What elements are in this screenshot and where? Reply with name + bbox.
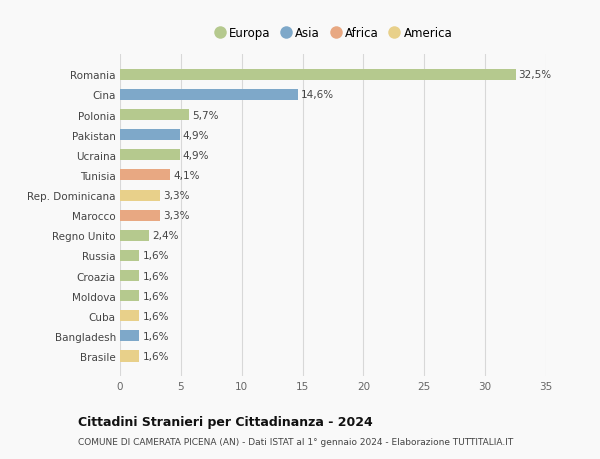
Bar [120, 70, 515, 81]
Bar [120, 311, 139, 322]
Bar [120, 170, 170, 181]
Text: 1,6%: 1,6% [143, 271, 169, 281]
Text: 1,6%: 1,6% [143, 311, 169, 321]
Text: 14,6%: 14,6% [301, 90, 334, 100]
Text: 2,4%: 2,4% [152, 231, 179, 241]
Bar [120, 330, 139, 341]
Bar [120, 230, 149, 241]
Text: 4,9%: 4,9% [182, 151, 209, 161]
Text: 4,9%: 4,9% [182, 130, 209, 140]
Text: 5,7%: 5,7% [193, 110, 219, 120]
Bar [120, 130, 179, 141]
Text: 1,6%: 1,6% [143, 331, 169, 341]
Bar [120, 210, 160, 221]
Bar [120, 270, 139, 281]
Text: 4,1%: 4,1% [173, 171, 199, 180]
Bar [120, 90, 298, 101]
Legend: Europa, Asia, Africa, America: Europa, Asia, Africa, America [209, 22, 457, 45]
Bar [120, 250, 139, 262]
Text: 1,6%: 1,6% [143, 291, 169, 301]
Bar [120, 190, 160, 201]
Text: 3,3%: 3,3% [163, 190, 190, 201]
Text: 1,6%: 1,6% [143, 351, 169, 361]
Bar [120, 110, 190, 121]
Bar [120, 291, 139, 302]
Text: COMUNE DI CAMERATA PICENA (AN) - Dati ISTAT al 1° gennaio 2024 - Elaborazione TU: COMUNE DI CAMERATA PICENA (AN) - Dati IS… [78, 437, 513, 446]
Text: Cittadini Stranieri per Cittadinanza - 2024: Cittadini Stranieri per Cittadinanza - 2… [78, 415, 373, 428]
Text: 3,3%: 3,3% [163, 211, 190, 221]
Text: 1,6%: 1,6% [143, 251, 169, 261]
Bar [120, 150, 179, 161]
Bar [120, 351, 139, 362]
Text: 32,5%: 32,5% [518, 70, 552, 80]
